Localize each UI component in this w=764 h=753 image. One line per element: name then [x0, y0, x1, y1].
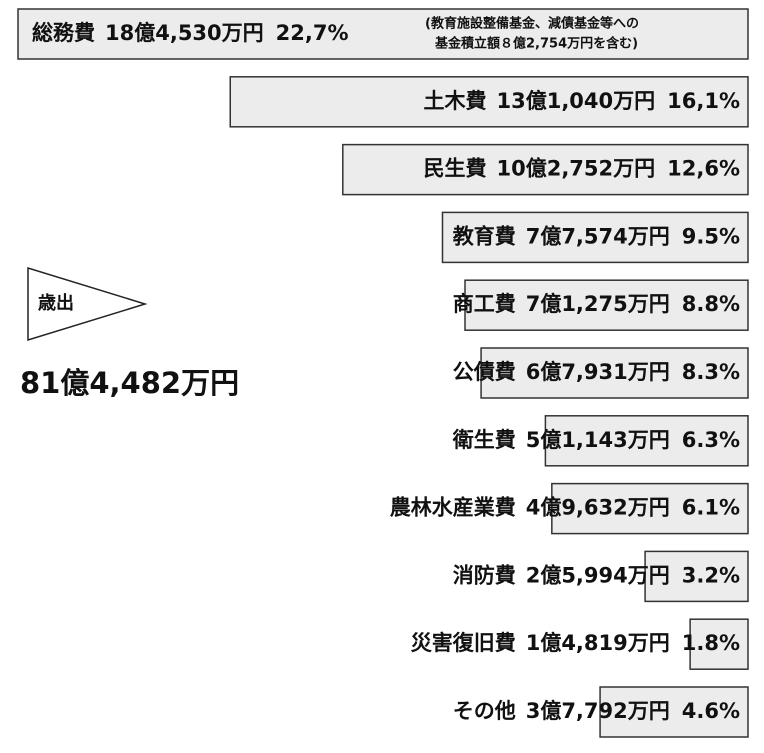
row-label: 商工費 7億1,275万円 8.8% — [453, 292, 740, 316]
amount: 7億7,574万円 — [526, 224, 670, 248]
category: 衛生費 — [452, 428, 516, 452]
bar — [544, 415, 749, 467]
amount: 7億1,275万円 — [526, 292, 670, 316]
row-label: 教育費 7億7,574万円 9.5% — [453, 224, 740, 248]
value-label: 3.2% — [682, 563, 740, 587]
amount: 4億9,632万円 — [526, 496, 670, 520]
value-label: 9.5% — [682, 224, 740, 248]
bar — [689, 618, 749, 670]
bar — [17, 8, 749, 60]
value-label: 1.8% — [682, 631, 740, 655]
row-label: 民生費 10億2,752万円 12,6% — [423, 157, 740, 181]
amount: 2億5,994万円 — [526, 563, 670, 587]
value-label: 8.8% — [682, 292, 740, 316]
value-label: 16,1% — [667, 89, 740, 113]
bar — [480, 347, 749, 399]
row-label: 消防費 2億5,994万円 3.2% — [453, 563, 740, 587]
pennant — [27, 266, 148, 342]
value-label: 4.6% — [682, 699, 740, 723]
category: 商工費 — [453, 292, 516, 316]
row-label: 災害復旧費 1億4,819万円 1.8% — [411, 631, 740, 655]
amount: 13億1,040万円 — [496, 89, 655, 113]
row-label: 土木費 13億1,040万円 16,1% — [423, 89, 740, 113]
category: 消防費 — [453, 563, 516, 587]
value-label: 6.1% — [682, 496, 740, 520]
value-label: 8.3% — [682, 360, 740, 384]
row-label: その他 3億7,792万円 4.6% — [453, 699, 740, 723]
bar — [441, 211, 749, 264]
amount: 1億4,819万円 — [526, 631, 670, 655]
bar — [464, 279, 749, 331]
bar — [551, 482, 749, 535]
value-label: 12,6% — [667, 157, 740, 181]
annotation: (教育施設整備基金、減債基金等への — [425, 16, 639, 32]
amount: 3億7,792万円 — [526, 699, 670, 723]
category: 教育費 — [453, 224, 516, 248]
amount: 6億7,931万円 — [526, 360, 670, 384]
category: 災害復旧費 — [411, 631, 516, 655]
category: 公債費 — [453, 360, 516, 384]
category: 総務費 — [32, 21, 95, 45]
category: 民生費 — [423, 157, 486, 181]
row-label: 公債費 6億7,931万円 8.3% — [453, 360, 740, 384]
amount: 18億4,530万円 — [105, 21, 264, 45]
bar — [342, 143, 749, 196]
category: 農林水産業費 — [390, 496, 516, 520]
category: 土木費 — [423, 89, 486, 113]
row-label: 衛生費 5億1,143万円 6.3% — [452, 428, 740, 452]
total: 81億4,482万円 — [20, 366, 239, 400]
value-label: 6.3% — [682, 428, 740, 452]
bar — [599, 686, 749, 738]
amount: 10億2,752万円 — [496, 157, 655, 181]
amount: 5億1,143万円 — [526, 428, 670, 452]
row-label: 農林水産業費 4億9,632万円 6.1% — [390, 496, 740, 520]
value-label: 22,7% — [276, 21, 349, 45]
bar — [229, 76, 749, 128]
row-label: 総務費 18億4,530万円 22,7% — [32, 21, 349, 45]
annotation: 基金積立額８億2,754万円を含む) — [434, 36, 638, 52]
category: その他 — [453, 699, 516, 723]
chart-title: 歳出 — [38, 292, 74, 314]
bar — [644, 550, 749, 603]
